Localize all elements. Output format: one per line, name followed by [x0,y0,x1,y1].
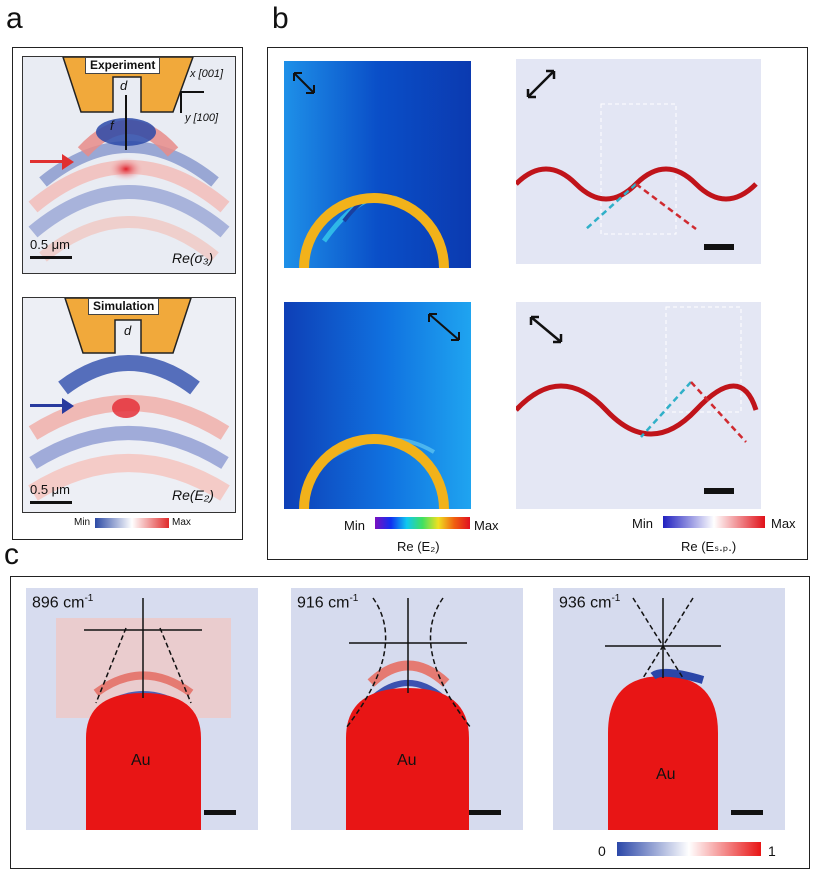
d-label-bottom: d [124,323,132,338]
y-axis-label: y [100] [185,112,219,124]
au-label-916: Au [397,752,417,769]
wavenumber-936-text: 936 cm [559,594,612,612]
panel-c-letter: c [4,538,19,571]
map-896 [26,588,258,830]
wavenumber-916: 916 cm-1 [297,593,358,612]
b-left-quantity: Re (E₂) [397,539,440,554]
quantity-bottom: Re(E₂) [172,487,214,503]
ez-map-top [284,61,471,268]
ez-map-bottom [284,302,471,509]
red-arrow [30,160,66,163]
red-arrow-head [62,154,74,170]
experiment-tag: Experiment [85,57,161,74]
simulation-tag: Simulation [88,298,160,315]
a-colorbar-min: Min [74,517,91,528]
wavenumber-936: 936 cm-1 [559,593,620,612]
wavenumber-916-sup: -1 [349,593,359,604]
wavenumber-936-sup: -1 [611,593,621,604]
panel-b-letter: b [272,2,289,35]
x-axis-label: x [001] [190,68,224,80]
c-colorbar [617,842,761,856]
wavenumber-896-text: 896 cm [32,594,85,612]
f-arrow-line [125,95,127,150]
esp-map-top [516,59,761,264]
esp-map-bottom [516,302,761,509]
y-axis-arrow [180,91,182,113]
au-label-936: Au [656,766,676,783]
quantity-top: Re(σ₃) [172,250,214,266]
a-colorbar-max: Max [172,517,191,528]
blue-arrow [30,404,66,407]
b-left-colorbar-min: Min [344,518,365,533]
panel-a-letter: a [6,2,23,35]
wavenumber-896-sup: -1 [84,593,94,604]
wavenumber-916-text: 916 cm [297,594,350,612]
c-colorbar-min: 0 [598,843,606,859]
b-right-colorbar-min: Min [632,516,653,531]
scalebar-bottom [30,501,72,504]
b-right-colorbar [663,516,765,528]
blue-arrow-head [62,398,74,414]
experiment-map [22,56,236,274]
scalebar-label-bottom: 0.5 μm [30,482,71,497]
a-colorbar [95,518,169,528]
scalebar-label-top: 0.5 μm [30,237,71,252]
b-right-colorbar-max: Max [771,516,796,531]
d-label-top: d [120,78,128,93]
wavenumber-896: 896 cm-1 [32,593,93,612]
b-left-colorbar-max: Max [474,518,499,533]
f-label: f [110,118,114,133]
scalebar-top [30,256,72,259]
map-916 [291,588,523,830]
au-label-896: Au [131,752,151,769]
b-right-quantity: Re (Eₛ.ₚ.) [681,539,737,554]
x-axis-arrow [180,91,204,93]
b-left-colorbar [375,517,470,529]
map-936 [553,588,785,830]
c-colorbar-max: 1 [768,843,776,859]
